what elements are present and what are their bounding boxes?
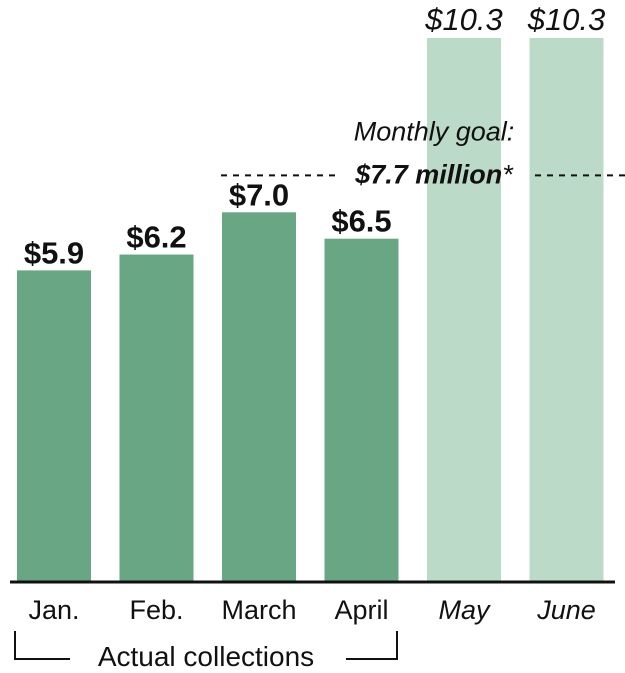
actual-collections-bracket: Actual collections [14,631,398,672]
x-tick-label-may: May [438,595,491,625]
bracket-left-arm [14,631,70,660]
goal-label-amount: $7.7 million [354,159,502,189]
value-label-march: $7.0 [229,177,289,212]
bracket-right-arm [346,631,398,660]
bar-march [222,212,296,582]
value-label-jan: $5.9 [24,235,84,270]
bracket-label: Actual collections [98,641,314,672]
bar-april [324,238,399,582]
x-tick-label-feb: Feb. [129,595,183,625]
bar-may [427,38,501,582]
x-tick-label-jan: Jan. [28,595,79,625]
value-label-april: $6.5 [331,204,391,239]
goal-label-footnote-mark: * [502,159,514,189]
value-label-feb: $6.2 [126,220,186,255]
value-label-may: $10.3 [424,2,503,37]
goal-label-line1: Monthly goal: [354,116,515,146]
bar-jan [17,270,91,582]
x-tick-label-april: April [334,595,388,625]
value-label-june: $10.3 [527,2,606,37]
bars-group [17,38,604,582]
value-labels-group: $5.9 $6.2 $7.0 $6.5 $10.3 $10.3 [24,2,605,270]
x-tick-labels-group: Jan. Feb. March April May June [28,595,595,625]
goal-group: Monthly goal: $7.7 million* [221,116,625,189]
bar-june [529,38,604,582]
x-tick-label-march: March [221,595,296,625]
x-tick-label-june: June [536,595,596,625]
bar-feb [119,254,194,582]
goal-label-line2: $7.7 million* [354,159,514,189]
